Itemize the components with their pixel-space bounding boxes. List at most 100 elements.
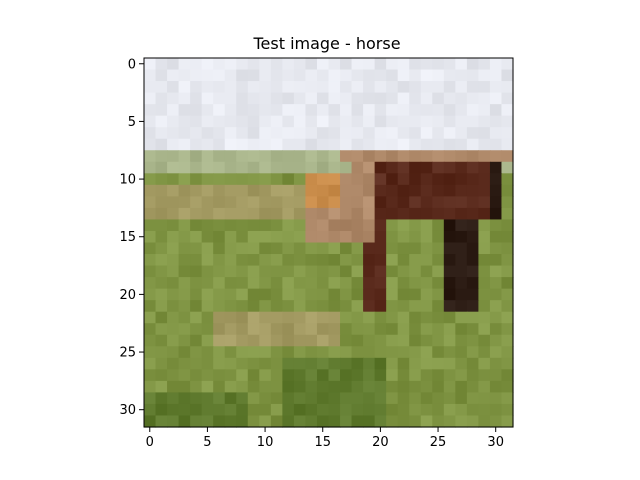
- image-pixel: [236, 334, 249, 347]
- image-pixel: [420, 380, 433, 394]
- image-pixel: [167, 81, 180, 94]
- image-pixel: [363, 138, 376, 151]
- image-pixel: [178, 138, 191, 151]
- image-pixel: [501, 300, 514, 313]
- image-pixel: [316, 334, 330, 347]
- image-pixel: [489, 300, 503, 313]
- image-pixel: [259, 81, 272, 94]
- image-pixel: [259, 300, 272, 313]
- image-pixel: [489, 115, 503, 128]
- image-pixel: [270, 81, 283, 94]
- image-pixel: [270, 265, 283, 278]
- image-pixel: [420, 300, 433, 313]
- image-pixel: [489, 242, 503, 255]
- image-pixel: [282, 300, 295, 313]
- image-pixel: [420, 173, 433, 186]
- image-pixel: [386, 288, 399, 301]
- image-pixel: [443, 150, 456, 163]
- image-pixel: [201, 242, 214, 255]
- image-pixel: [155, 357, 168, 370]
- image-pixel: [201, 58, 214, 71]
- image-pixel: [432, 69, 445, 82]
- image-pixel: [236, 138, 249, 151]
- image-pixel: [282, 334, 295, 347]
- image-pixel: [420, 69, 433, 82]
- image-pixel: [466, 300, 480, 313]
- image-pixel: [351, 265, 364, 278]
- image-pixel: [236, 265, 249, 278]
- image-pixel: [236, 81, 249, 94]
- image-pixel: [501, 58, 514, 71]
- image-pixel: [167, 265, 180, 278]
- image-pixel: [259, 311, 272, 324]
- image-pixel: [224, 357, 237, 370]
- image-pixel: [455, 323, 468, 336]
- image-pixel: [259, 277, 272, 290]
- image-pixel: [259, 219, 272, 232]
- image-pixel: [259, 115, 272, 128]
- image-pixel: [432, 230, 445, 244]
- image-pixel: [351, 115, 364, 128]
- image-pixel: [455, 230, 468, 244]
- image-pixel: [478, 92, 491, 105]
- image-pixel: [501, 392, 514, 405]
- image-pixel: [466, 242, 480, 255]
- image-pixel: [340, 58, 353, 71]
- image-pixel: [144, 138, 157, 151]
- y-tick-label: 5: [128, 115, 136, 130]
- image-pixel: [432, 104, 445, 117]
- image-pixel: [466, 254, 480, 267]
- image-pixel: [397, 357, 410, 370]
- image-pixel: [167, 415, 180, 428]
- image-pixel: [478, 380, 491, 394]
- image-pixel: [247, 115, 260, 128]
- image-pixel: [455, 288, 468, 301]
- image-pixel: [386, 300, 399, 313]
- image-pixel: [190, 323, 203, 336]
- image-pixel: [409, 81, 422, 94]
- image-pixel: [213, 380, 226, 394]
- image-pixel: [374, 69, 387, 82]
- image-pixel: [386, 207, 399, 221]
- image-pixel: [351, 184, 364, 197]
- image-pixel: [190, 184, 203, 197]
- image-pixel: [363, 288, 376, 301]
- image-pixel: [489, 173, 503, 186]
- image-pixel: [397, 138, 410, 151]
- image-pixel: [282, 254, 295, 267]
- image-pixel: [374, 288, 387, 301]
- image-pixel: [224, 380, 237, 394]
- image-pixel: [213, 277, 226, 290]
- image-pixel: [155, 311, 168, 324]
- image-pixel: [478, 127, 491, 140]
- image-pixel: [201, 150, 214, 163]
- image-pixel: [316, 127, 330, 140]
- image-pixel: [236, 254, 249, 267]
- image-pixel: [247, 357, 260, 370]
- image-pixel: [282, 346, 295, 359]
- image-pixel: [478, 392, 491, 405]
- image-pixel: [420, 369, 433, 382]
- image-pixel: [247, 277, 260, 290]
- image-pixel: [501, 150, 514, 163]
- y-tick-label: 10: [119, 173, 136, 188]
- image-pixel: [397, 115, 410, 128]
- image-pixel: [224, 69, 237, 82]
- image-pixel: [340, 300, 353, 313]
- image-pixel: [432, 403, 445, 417]
- image-pixel: [466, 81, 480, 94]
- image-pixel: [305, 69, 318, 82]
- image-pixel: [305, 346, 318, 359]
- image-pixel: [501, 127, 514, 140]
- image-pixel: [363, 277, 376, 290]
- image-pixel: [293, 415, 307, 428]
- image-pixel: [478, 161, 491, 174]
- y-tick-label: 30: [119, 403, 136, 418]
- image-pixel: [190, 92, 203, 105]
- image-pixel: [409, 242, 422, 255]
- image-pixel: [489, 346, 503, 359]
- image-pixel: [455, 184, 468, 197]
- image-pixel: [178, 369, 191, 382]
- image-pixel: [443, 346, 456, 359]
- image-pixel: [363, 265, 376, 278]
